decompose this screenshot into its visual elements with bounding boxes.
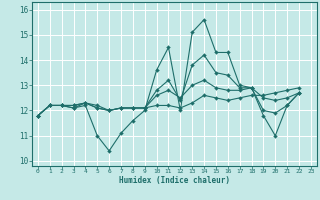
X-axis label: Humidex (Indice chaleur): Humidex (Indice chaleur): [119, 176, 230, 185]
